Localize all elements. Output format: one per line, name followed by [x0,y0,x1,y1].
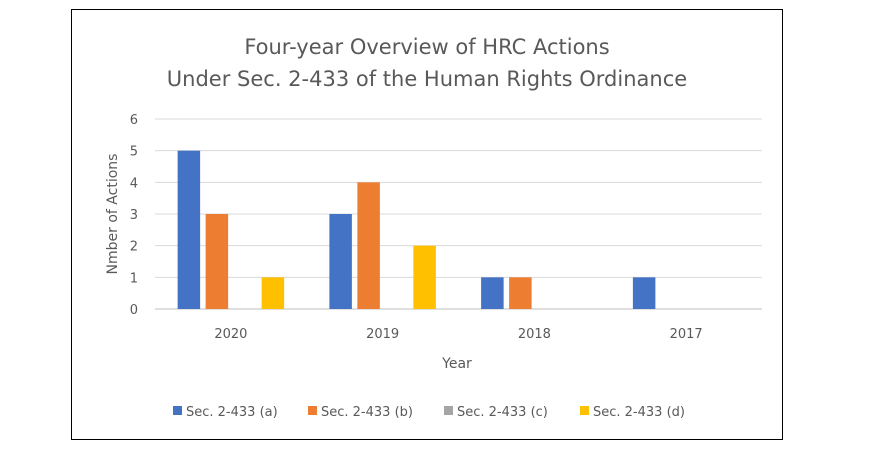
bar-2020-series-4 [261,277,285,309]
y-tick-label: 5 [130,145,138,160]
legend-item: Sec. 2-433 (d) [580,405,685,420]
bar-2020-series-2 [205,214,229,309]
bar-2020-series-1 [177,150,201,309]
legend-label: Sec. 2-433 (c) [457,405,548,420]
chart-title: Four-year Overview of HRC Actions Under … [167,35,687,91]
y-tick-label: 6 [130,113,138,128]
legend-swatch [173,406,182,415]
bar-2018-series-2 [509,277,532,309]
legend: Sec. 2-433 (a) Sec. 2-433 (b) Sec. 2-433 (… [173,405,685,420]
bar-2019-series-2 [357,182,380,309]
chart-title-line-2: Under Sec. 2-433 of the Human Rights Ord… [167,67,687,91]
x-tick-label: 2019 [366,327,399,342]
x-tick-label: 2017 [670,327,703,342]
x-tick-label: 2018 [518,327,551,342]
legend-swatch [580,406,589,415]
y-tick-label: 4 [130,176,138,191]
y-tick-label: 2 [130,240,138,255]
bar-2019-series-1 [329,214,352,309]
legend-label: Sec. 2-433 (b) [321,405,413,420]
y-tick-label: 3 [130,208,138,223]
legend-label: Sec. 2-433 (a) [186,405,278,420]
y-tick-label: 1 [130,271,138,286]
x-axis-ticks: 2020 2019 2018 2017 [214,327,702,342]
x-tick-label: 2020 [214,327,247,342]
legend-item: Sec. 2-433 (c) [444,405,548,420]
bars [177,150,656,309]
x-axis-title: Year [441,356,472,372]
legend-swatch [444,406,453,415]
chart-title-line-1: Four-year Overview of HRC Actions [244,35,609,59]
gridlines [155,118,762,310]
bar-2018-series-1 [481,277,504,309]
legend-item: Sec. 2-433 (b) [308,405,413,420]
legend-item: Sec. 2-433 (a) [173,405,278,420]
bar-2017-series-1 [632,277,656,309]
y-tick-label: 0 [130,303,138,318]
legend-swatch [308,406,317,415]
legend-label: Sec. 2-433 (d) [593,405,685,420]
y-axis-ticks: 0 1 2 3 4 5 6 [130,113,138,318]
y-axis-title: Nmber of Actions [105,154,121,275]
bar-2019-series-4 [413,245,436,309]
